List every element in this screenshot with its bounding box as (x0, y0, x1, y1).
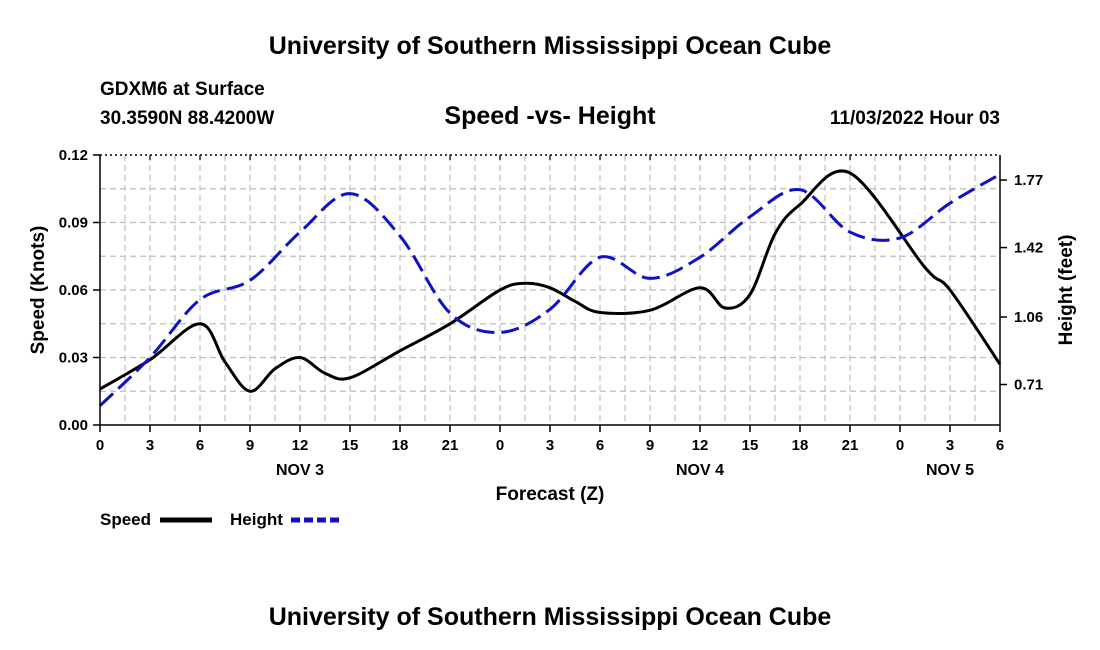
y2-tick-label: 0.71 (1014, 377, 1043, 394)
x-tick-label: 21 (842, 437, 859, 454)
series-layer (98, 169, 1002, 407)
day-label: NOV 3 (276, 462, 324, 479)
footer-title: University of Southern Mississippi Ocean… (269, 603, 832, 631)
x-tick-label: 15 (742, 437, 759, 454)
x-tick-label: 9 (246, 437, 254, 454)
day-label: NOV 5 (926, 462, 974, 479)
series-line-speed (99, 169, 1002, 393)
y-tick-label: 0.06 (59, 282, 88, 299)
y-tick-label: 0.03 (59, 350, 88, 367)
x-tick-label: 0 (96, 437, 104, 454)
x-axis-title: Forecast (Z) (496, 484, 605, 505)
x-tick-label: 15 (342, 437, 359, 454)
x-tick-label: 18 (392, 437, 409, 454)
datetime-label: 11/03/2022 Hour 03 (830, 108, 1000, 129)
x-tick-label: 0 (496, 437, 504, 454)
x-tick-label: 6 (596, 437, 604, 454)
legend-height-label: Height (230, 510, 283, 529)
y-axis-title: Speed (Knots) (28, 226, 49, 355)
day-label: NOV 4 (676, 462, 724, 479)
tick-labels: 0 3 6 9 12 15 18 21 0 3 6 9 12 15 18 21 0 3 6 NOV 3 NOV 4 NOV… (59, 147, 1043, 479)
x-tick-label: 21 (442, 437, 459, 454)
x-tick-label: 0 (896, 437, 904, 454)
x-tick-label: 3 (946, 437, 954, 454)
x-tick-label: 3 (146, 437, 154, 454)
y-tick-label: 0.12 (59, 147, 88, 164)
y-tick-label: 0.09 (59, 215, 88, 232)
series-line-height (98, 173, 1001, 407)
y2-tick-label: 1.06 (1014, 309, 1043, 326)
y2-axis-title: Height (feet) (1056, 235, 1077, 346)
x-tick-label: 12 (292, 437, 309, 454)
x-tick-label: 3 (546, 437, 554, 454)
y2-tick-label: 1.77 (1014, 172, 1043, 189)
x-tick-label: 9 (646, 437, 654, 454)
x-tick-label: 12 (692, 437, 709, 454)
location-label: 30.3590N 88.4200W (100, 108, 274, 129)
station-label: GDXM6 at Surface (100, 79, 265, 100)
chart-title: Speed -vs- Height (444, 102, 656, 130)
x-tick-label: 6 (196, 437, 204, 454)
legend: Speed Height (100, 510, 343, 529)
x-tick-label: 18 (792, 437, 809, 454)
grid (100, 155, 1000, 425)
x-tick-label: 6 (996, 437, 1004, 454)
y2-tick-label: 1.42 (1014, 240, 1043, 257)
legend-speed-label: Speed (100, 510, 151, 529)
page-title: University of Southern Mississippi Ocean… (269, 32, 832, 60)
y-tick-label: 0.00 (59, 417, 88, 434)
ticks (93, 154, 1007, 432)
